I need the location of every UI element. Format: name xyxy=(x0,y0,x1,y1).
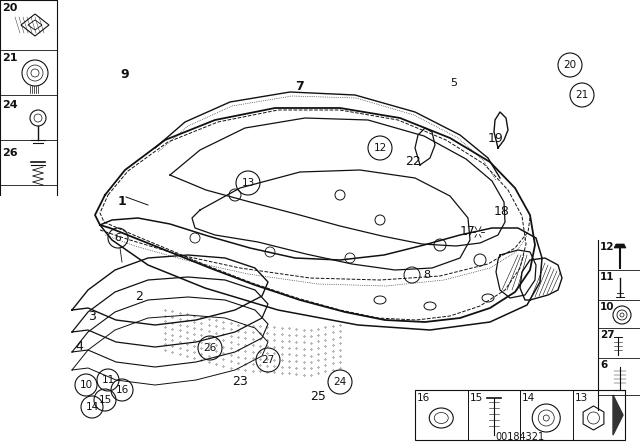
Text: 16: 16 xyxy=(417,393,430,403)
Text: 8: 8 xyxy=(423,270,430,280)
Text: 12: 12 xyxy=(373,143,387,153)
Text: 2: 2 xyxy=(135,290,143,303)
Text: 7: 7 xyxy=(295,80,304,93)
Text: 16: 16 xyxy=(115,385,129,395)
Polygon shape xyxy=(613,395,623,435)
Text: 11: 11 xyxy=(101,375,115,385)
Text: 26: 26 xyxy=(204,343,216,353)
Text: 18: 18 xyxy=(494,205,510,218)
Text: 00184321: 00184321 xyxy=(495,432,545,442)
Text: 20: 20 xyxy=(2,3,17,13)
Text: 15: 15 xyxy=(99,395,111,405)
Text: 15: 15 xyxy=(470,393,483,403)
Text: 21: 21 xyxy=(575,90,589,100)
Text: 19: 19 xyxy=(488,132,504,145)
Text: 9: 9 xyxy=(120,68,129,81)
Text: 22: 22 xyxy=(405,155,420,168)
Text: 11: 11 xyxy=(600,272,614,282)
Bar xyxy=(415,390,625,440)
Text: 10: 10 xyxy=(600,302,614,312)
Text: 12: 12 xyxy=(600,242,614,252)
Text: 26: 26 xyxy=(2,148,18,158)
Text: 5: 5 xyxy=(450,78,457,88)
Text: 14: 14 xyxy=(85,402,99,412)
Text: 10: 10 xyxy=(79,380,93,390)
Text: 24: 24 xyxy=(2,100,18,110)
Text: 13: 13 xyxy=(241,178,255,188)
Text: 6: 6 xyxy=(600,360,607,370)
Text: 24: 24 xyxy=(333,377,347,387)
Text: 1: 1 xyxy=(118,195,127,208)
Text: 25: 25 xyxy=(310,390,326,403)
Polygon shape xyxy=(614,244,626,248)
Text: 21: 21 xyxy=(2,53,17,63)
Text: 3: 3 xyxy=(88,310,96,323)
Text: 4: 4 xyxy=(75,340,83,353)
Text: 6: 6 xyxy=(115,233,122,243)
Text: 13: 13 xyxy=(575,393,588,403)
Text: 27: 27 xyxy=(600,330,614,340)
Text: 27: 27 xyxy=(261,355,275,365)
Text: 23: 23 xyxy=(232,375,248,388)
Text: 20: 20 xyxy=(563,60,577,70)
Text: 14: 14 xyxy=(522,393,535,403)
Text: 17: 17 xyxy=(460,225,476,238)
